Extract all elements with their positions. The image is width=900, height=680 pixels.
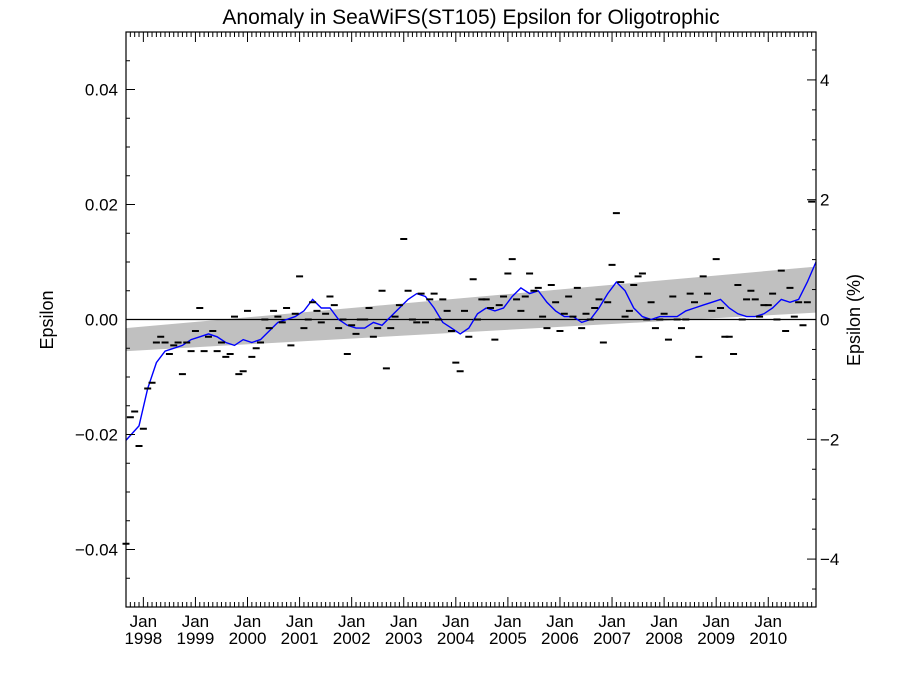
x-tick-month-label: Jan	[546, 612, 573, 631]
x-tick-year-label: 2004	[437, 629, 475, 648]
x-tick-month-label: Jan	[182, 612, 209, 631]
series-line-layer	[125, 261, 817, 441]
monthly-points-layer	[122, 200, 816, 545]
x-tick-year-label: 1998	[124, 629, 162, 648]
chart-title: Anomaly in SeaWiFS(ST105) Epsilon for Ol…	[222, 6, 719, 29]
x-tick-month-label: Jan	[702, 612, 729, 631]
x-tick-month-label: Jan	[286, 612, 313, 631]
x-tick-month-label: Jan	[338, 612, 365, 631]
y2-tick-label: 4	[820, 71, 829, 90]
x-tick-year-label: 2006	[541, 629, 579, 648]
x-tick-month-label: Jan	[442, 612, 469, 631]
y-tick-label: −0.04	[75, 541, 118, 560]
x-tick-year-label: 2009	[697, 629, 735, 648]
x-tick-month-label: Jan	[755, 612, 782, 631]
y2-tick-label: 0	[820, 311, 829, 330]
x-tick-year-label: 2003	[385, 629, 423, 648]
x-tick-month-label: Jan	[234, 612, 261, 631]
x-tick-year-label: 2008	[645, 629, 683, 648]
y-tick-label: 0.04	[85, 81, 118, 100]
series-line-0	[125, 261, 817, 441]
y2-tick-label: −2	[820, 430, 839, 449]
x-tick-year-label: 2002	[333, 629, 371, 648]
axes-layer: −0.04−0.020.000.020.04−4−2024Jan1998Jan1…	[75, 31, 839, 648]
y2-tick-label: 2	[820, 191, 829, 210]
y2-axis-label: Epsilon (%)	[844, 274, 864, 366]
x-tick-month-label: Jan	[598, 612, 625, 631]
trend-band-layer	[126, 266, 816, 352]
x-tick-year-label: 2005	[489, 629, 527, 648]
x-tick-month-label: Jan	[494, 612, 521, 631]
x-tick-year-label: 2000	[229, 629, 267, 648]
x-tick-year-label: 2001	[281, 629, 319, 648]
x-tick-month-label: Jan	[390, 612, 417, 631]
x-tick-month-label: Jan	[650, 612, 677, 631]
x-tick-year-label: 2007	[593, 629, 631, 648]
y-tick-label: −0.02	[75, 426, 118, 445]
y-tick-label: 0.00	[85, 311, 118, 330]
y2-tick-label: −4	[820, 550, 839, 569]
x-tick-year-label: 1999	[177, 629, 215, 648]
x-tick-year-label: 2010	[749, 629, 787, 648]
y-axis-label: Epsilon	[37, 290, 57, 349]
x-tick-month-label: Jan	[130, 612, 157, 631]
y-tick-label: 0.02	[85, 196, 118, 215]
trend-band	[126, 266, 816, 352]
